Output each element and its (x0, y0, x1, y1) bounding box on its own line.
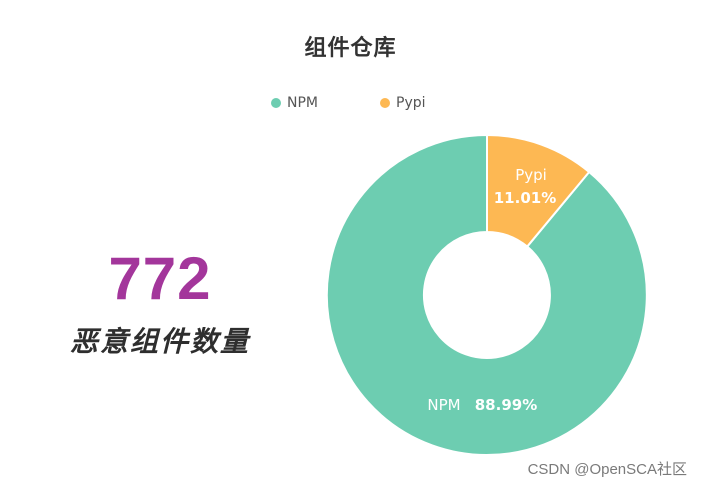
legend-label: Pypi (396, 95, 426, 111)
legend-item-npm[interactable]: NPM (271, 95, 318, 111)
slice-label-npm-name: NPM (427, 396, 460, 414)
slice-label-pypi-name: Pypi (515, 166, 547, 184)
legend-label: NPM (287, 95, 318, 111)
malicious-count-value: 772 (108, 245, 212, 312)
slice-label-pypi-pct: 11.01% (494, 189, 556, 207)
watermark: CSDN @OpenSCA社区 (527, 461, 687, 478)
legend: NPM Pypi (0, 95, 701, 115)
slice-label-npm-pct: 88.99% (475, 396, 537, 414)
chart-title: 组件仓库 (304, 36, 397, 61)
legend-item-pypi[interactable]: Pypi (380, 95, 426, 111)
slice-pypi[interactable] (486, 133, 591, 248)
malicious-count-caption: 恶意组件数量 (69, 325, 250, 358)
slice-npm[interactable] (325, 133, 648, 456)
legend-dot-icon (380, 98, 390, 108)
legend-dot-icon (271, 98, 281, 108)
